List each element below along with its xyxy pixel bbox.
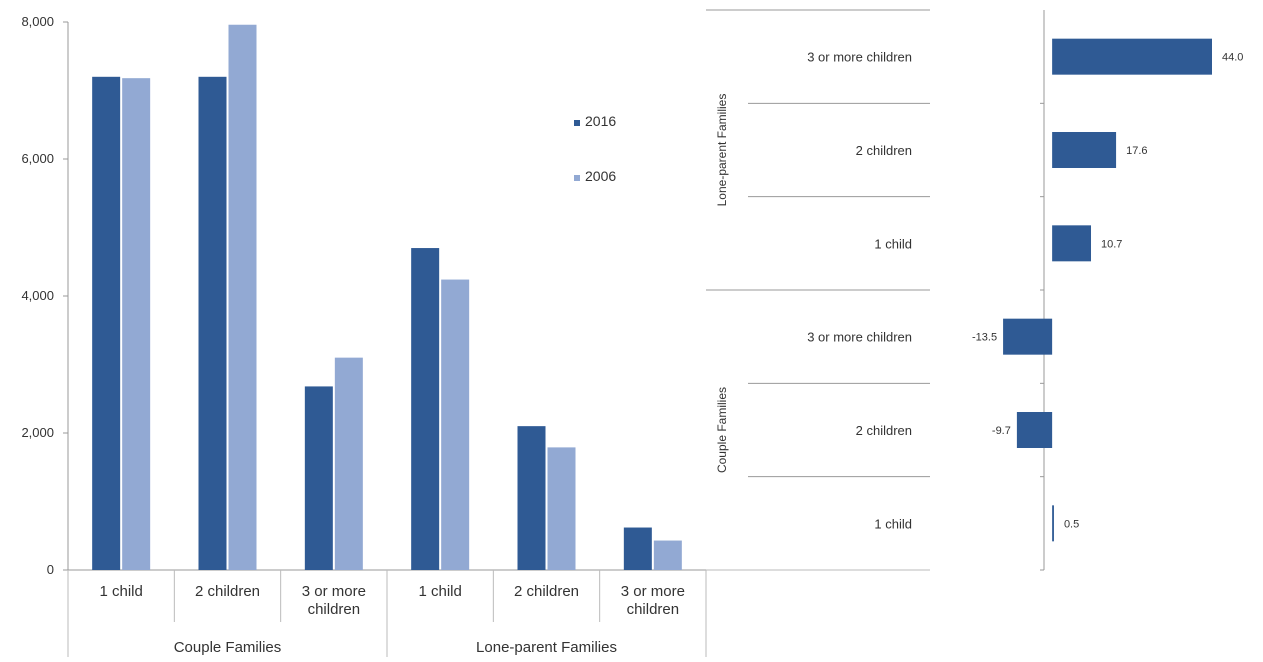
bar-2016-couple-3 <box>304 386 333 570</box>
data-label: 0.5 <box>1064 518 1079 530</box>
y-tick-label: 6,000 <box>21 151 54 166</box>
hbar-couple-2 <box>1016 412 1053 448</box>
data-label: 17.6 <box>1126 145 1147 157</box>
bar-2006-couple-2 <box>228 24 257 571</box>
x-category-label: 3 or more children <box>621 583 685 618</box>
x-category-label: 3 or more children <box>302 583 366 618</box>
x-category-label: 2 children <box>195 583 260 600</box>
y-tick-label: 0 <box>47 562 54 577</box>
x-category-label: 1 child <box>418 583 461 600</box>
bar-2006-lone-parent-1 <box>441 279 470 570</box>
legend-swatch-2006 <box>574 175 580 181</box>
row-category-label: 1 child <box>874 236 912 251</box>
hbar-lone-parent-1 <box>1052 38 1212 75</box>
bar-2006-couple-1 <box>122 78 151 571</box>
bar-2016-lone-parent-3 <box>623 527 652 570</box>
bar-2016-couple-1 <box>92 76 121 571</box>
bar-2006-lone-parent-2 <box>547 447 576 570</box>
data-label: -13.5 <box>972 332 997 344</box>
right-horizontal-bar-chart: 3 or more children 44.0 2 children 17.6 1 ch… <box>706 9 1243 571</box>
data-label: -9.7 <box>992 425 1011 437</box>
data-label: 44.0 <box>1222 52 1243 64</box>
x-group-label: Couple Families <box>174 639 282 656</box>
row-category-label: 2 children <box>856 423 912 438</box>
row-category-label: 3 or more children <box>807 50 912 65</box>
hbar-couple-1 <box>1003 318 1053 355</box>
hbar-couple-3 <box>1052 505 1054 542</box>
bar-2016-lone-parent-1 <box>411 248 440 571</box>
legend-label-2006: 2006 <box>585 168 616 184</box>
x-group-label: Lone-parent Families <box>476 639 617 656</box>
hbar-lone-parent-3 <box>1052 225 1092 262</box>
row-group-label: Lone-parent Families <box>715 94 729 207</box>
x-category-label: 1 child <box>99 583 142 600</box>
row-category-label: 1 child <box>874 516 912 531</box>
row-group-label: Couple Families <box>715 387 729 473</box>
data-label: 10.7 <box>1101 238 1122 250</box>
legend-swatch-2016 <box>574 120 580 126</box>
row-category-label: 2 children <box>856 143 912 158</box>
hbar-lone-parent-2 <box>1052 132 1117 168</box>
left-grouped-bar-chart: 0 2,000 4,000 6,000 8,000 1 child 2 children 3 … <box>21 14 707 657</box>
bar-2006-lone-parent-3 <box>653 540 682 570</box>
y-tick-label: 4,000 <box>21 288 54 303</box>
bar-2006-couple-3 <box>334 357 363 570</box>
x-category-label: 2 children <box>514 583 579 600</box>
bar-2016-lone-parent-2 <box>517 426 546 570</box>
row-category-label: 3 or more children <box>807 330 912 345</box>
bar-2016-couple-2 <box>198 76 227 571</box>
y-tick-label: 8,000 <box>21 14 54 29</box>
legend-label-2016: 2016 <box>585 113 616 129</box>
y-tick-label: 2,000 <box>21 425 54 440</box>
